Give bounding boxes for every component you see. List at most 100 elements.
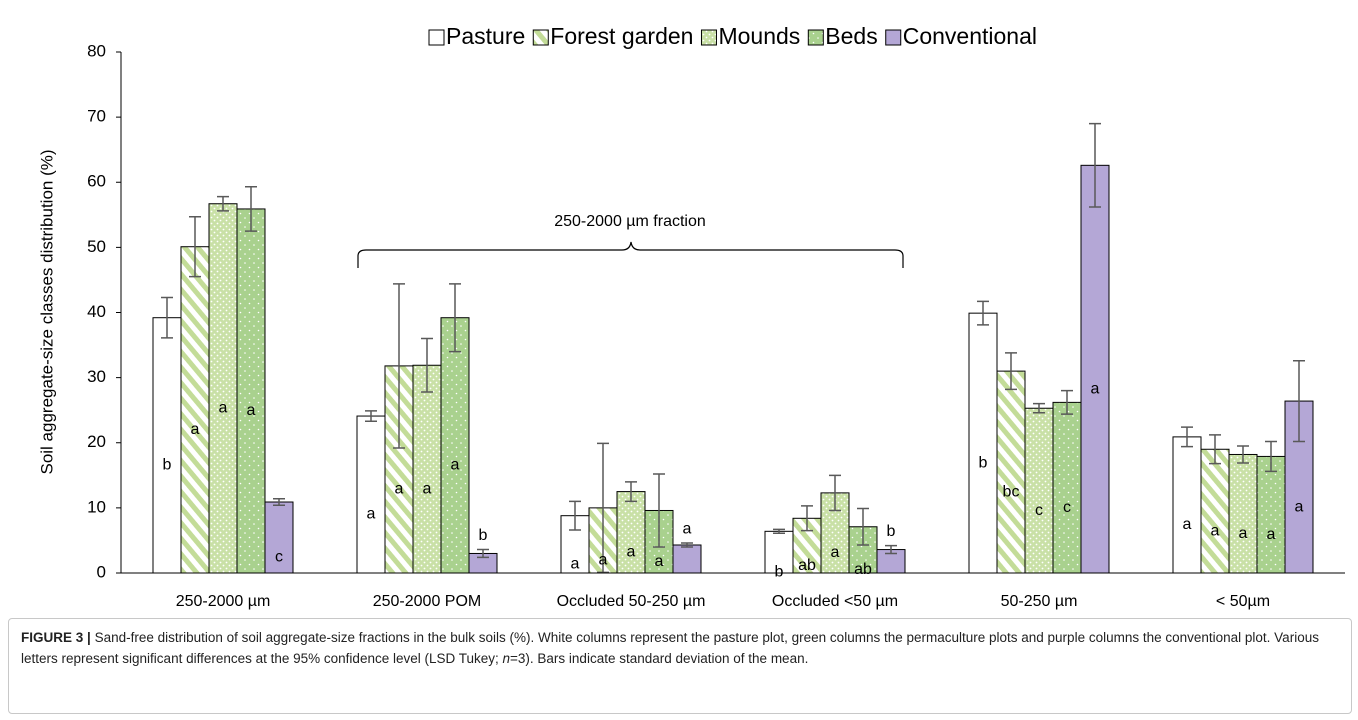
caption-italic: n	[502, 651, 511, 666]
error-bar	[1265, 440, 1277, 473]
bar	[412, 364, 442, 574]
legend-label: Pasture	[446, 23, 525, 49]
error-bar	[365, 410, 377, 423]
error-bar	[597, 442, 609, 574]
significance-letter: c	[1035, 502, 1043, 519]
legend-swatch	[885, 29, 902, 46]
caption-text: Sand-free distribution of soil aggregate…	[21, 630, 1319, 666]
error-bar	[653, 473, 665, 548]
error-bar	[977, 300, 989, 326]
legend-label: Mounds	[718, 23, 800, 49]
significance-letter: a	[571, 556, 580, 573]
legend-swatch	[807, 29, 824, 46]
significance-letter: c	[275, 549, 283, 566]
error-bar	[1089, 122, 1101, 208]
bar	[1024, 407, 1054, 574]
error-bar	[245, 186, 257, 232]
significance-letter: ab	[798, 557, 816, 574]
error-bar	[885, 544, 897, 555]
error-bar	[801, 505, 813, 532]
bar	[208, 203, 238, 574]
error-bar	[681, 542, 693, 548]
significance-letter: a	[451, 457, 460, 474]
significance-letter: a	[191, 421, 200, 438]
significance-letter: b	[163, 457, 172, 474]
significance-letter: b	[775, 563, 784, 580]
x-tick-label: 50-250 µm	[1001, 593, 1078, 610]
error-bar	[1293, 359, 1305, 443]
significance-letter: a	[599, 552, 608, 569]
bar	[356, 415, 386, 574]
significance-letter: ab	[854, 561, 872, 578]
significance-letter: a	[1183, 516, 1192, 533]
error-bar	[829, 474, 841, 512]
x-tick-label: 250-2000 POM	[373, 593, 482, 610]
error-bar	[1181, 426, 1193, 448]
significance-letter: b	[979, 454, 988, 471]
significance-letter: a	[1295, 498, 1304, 515]
caption: FIGURE 3 | Sand-free distribution of soi…	[8, 618, 1352, 714]
x-tick-label: Occluded <50 µm	[772, 593, 898, 610]
legend-swatch	[428, 29, 445, 46]
x-tick-label: Occluded 50-250 µm	[557, 593, 706, 610]
bar	[672, 544, 702, 574]
bar	[1200, 448, 1230, 574]
bar	[616, 491, 646, 574]
significance-letter: a	[1211, 522, 1220, 539]
bar	[180, 246, 210, 574]
error-bar	[449, 283, 461, 353]
chart: Soil aggregate-size classes distribution…	[37, 23, 1345, 610]
significance-letter: bc	[1003, 483, 1020, 500]
significance-letter: b	[479, 527, 488, 544]
y-tick-label: 60	[87, 172, 106, 191]
significance-letter: c	[1063, 499, 1071, 516]
y-tick-label: 80	[87, 41, 106, 60]
y-axis-label: Soil aggregate-size classes distribution…	[37, 149, 56, 474]
x-tick-label: < 50µm	[1216, 593, 1270, 610]
error-bar	[857, 507, 869, 546]
caption-label: FIGURE 3 |	[21, 630, 91, 645]
annotation: 250-2000 µm fraction	[554, 213, 706, 230]
bar	[152, 317, 182, 574]
y-tick-label: 20	[87, 432, 106, 451]
error-bar	[1209, 434, 1221, 465]
significance-letter: a	[367, 506, 376, 523]
bar	[1256, 455, 1286, 574]
y-tick-label: 50	[87, 237, 106, 256]
legend-label: Beds	[825, 23, 877, 49]
significance-letter: a	[247, 402, 256, 419]
significance-letter: a	[219, 400, 228, 417]
y-tick-label: 0	[97, 562, 106, 581]
error-bar	[569, 500, 581, 531]
error-bar	[773, 528, 785, 535]
y-tick-label: 10	[87, 497, 106, 516]
bar	[1052, 401, 1082, 574]
error-bar	[273, 498, 285, 507]
legend-swatch	[532, 29, 549, 46]
x-tick-label: 250-2000 µm	[176, 593, 271, 610]
bar	[1228, 453, 1258, 574]
y-tick-label: 30	[87, 367, 106, 386]
legend-label: Conventional	[903, 23, 1037, 49]
error-bar	[1005, 352, 1017, 391]
significance-letter: a	[1239, 525, 1248, 542]
caption-text: =3). Bars indicate standard deviation of…	[510, 651, 809, 666]
error-bar	[189, 216, 201, 278]
significance-letter: b	[887, 523, 896, 540]
error-bar	[161, 296, 173, 339]
error-bar	[1061, 389, 1073, 415]
bar	[440, 317, 470, 574]
significance-letter: a	[423, 480, 432, 497]
bar	[996, 370, 1026, 574]
significance-letter: a	[395, 481, 404, 498]
error-bar	[625, 481, 637, 503]
legend: Pasture Forest garden Mounds Beds Convention…	[428, 23, 1037, 49]
bar	[1172, 436, 1202, 574]
y-tick-label: 40	[87, 302, 106, 321]
significance-letter: a	[1267, 526, 1276, 543]
y-tick-label: 70	[87, 107, 106, 126]
bar	[236, 208, 266, 574]
error-bar	[217, 195, 229, 212]
error-bar	[1033, 402, 1045, 414]
